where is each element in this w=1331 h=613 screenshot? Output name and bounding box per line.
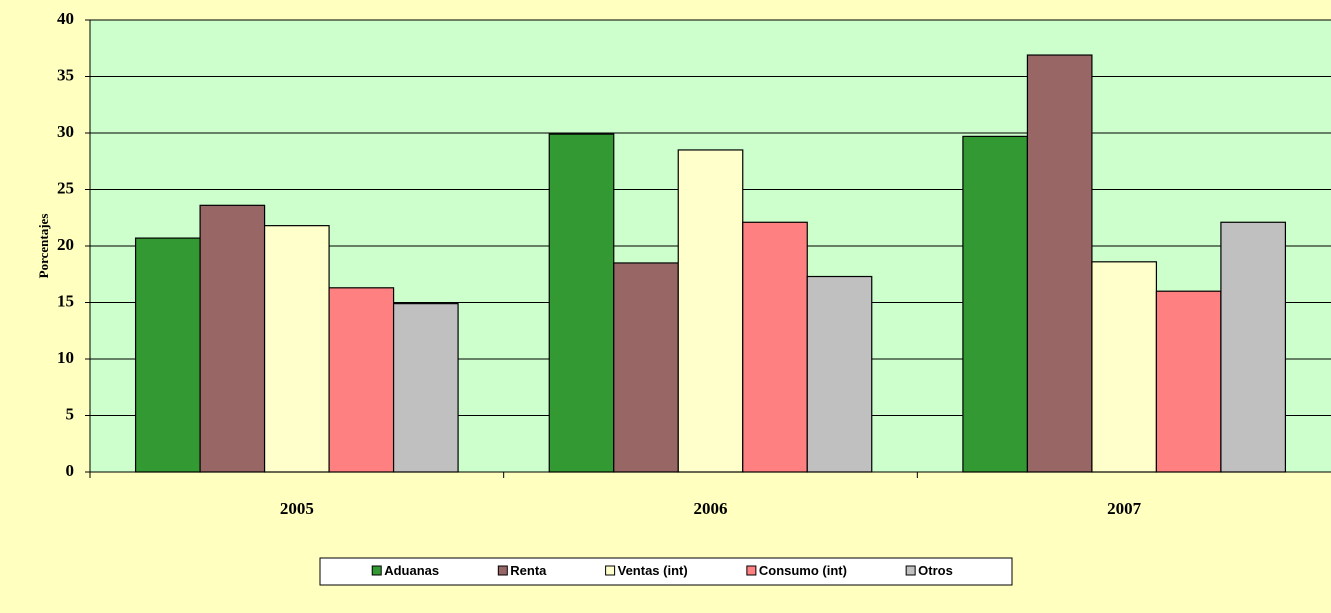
y-tick-label: 35 xyxy=(57,65,74,84)
bar xyxy=(806,275,873,473)
bar xyxy=(742,221,808,473)
bar xyxy=(613,262,679,473)
y-tick-label: 25 xyxy=(57,178,74,197)
bar xyxy=(263,225,330,473)
y-tick-label: 40 xyxy=(57,9,74,28)
legend-swatch xyxy=(497,565,508,576)
bar xyxy=(1091,261,1158,473)
bar xyxy=(328,287,395,473)
x-tick-label: 2007 xyxy=(1107,499,1142,518)
y-tick-label: 5 xyxy=(66,404,75,423)
legend-label: Aduanas xyxy=(384,563,439,578)
x-tick-label: 2006 xyxy=(694,499,728,518)
bar xyxy=(134,237,201,473)
bar xyxy=(962,135,1029,473)
legend-label: Ventas (int) xyxy=(618,563,688,578)
legend-swatch xyxy=(371,565,382,576)
bar xyxy=(392,303,459,473)
bar xyxy=(1220,221,1287,473)
bar xyxy=(199,204,266,473)
legend-swatch xyxy=(746,565,757,576)
y-axis-label: Porcentajes xyxy=(36,214,51,279)
y-tick-label: 10 xyxy=(57,348,74,367)
bar xyxy=(548,133,615,473)
legend-label: Otros xyxy=(918,563,953,578)
bar xyxy=(1155,290,1222,473)
legend-label: Consumo (int) xyxy=(759,563,847,578)
y-tick-label: 20 xyxy=(57,235,74,254)
legend xyxy=(319,557,1013,586)
y-tick-label: 30 xyxy=(57,122,74,141)
y-tick-label: 0 xyxy=(66,461,75,480)
y-tick-label: 15 xyxy=(57,291,74,310)
x-tick-label: 2005 xyxy=(280,499,314,518)
legend-swatch xyxy=(905,565,916,576)
legend-swatch xyxy=(605,565,616,576)
bar xyxy=(677,149,744,473)
legend-label: Renta xyxy=(510,563,547,578)
bar xyxy=(1026,54,1093,473)
